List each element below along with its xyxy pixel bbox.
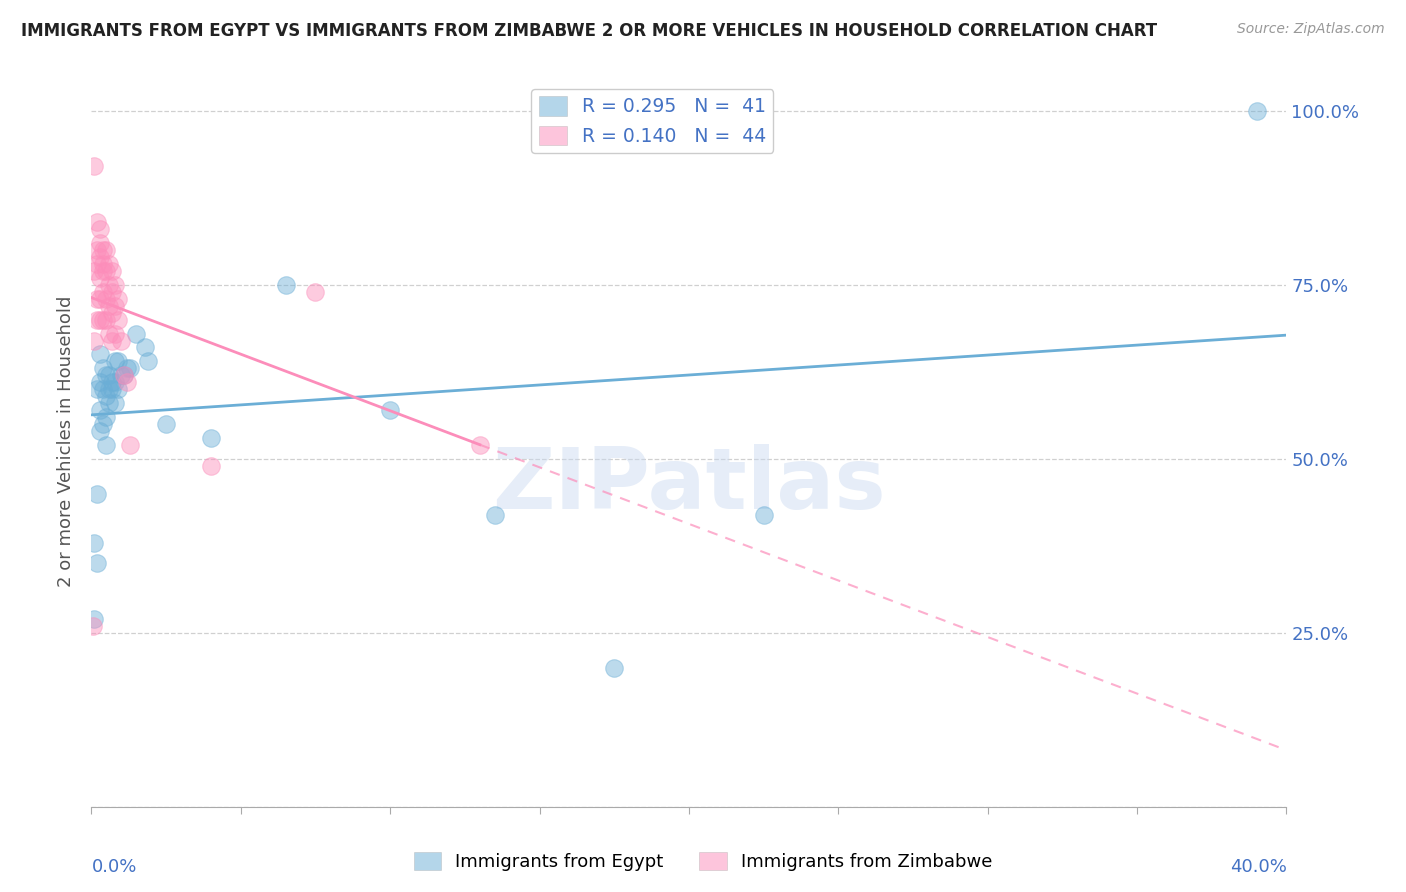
Point <box>107 354 129 368</box>
Point <box>96 312 118 326</box>
Point <box>155 417 177 431</box>
Point <box>96 389 118 403</box>
Point <box>86 557 108 571</box>
Point <box>89 403 111 417</box>
Point <box>83 612 105 626</box>
Point <box>89 235 111 250</box>
Point <box>98 257 121 271</box>
Point <box>93 361 115 376</box>
Point <box>96 264 118 278</box>
Point <box>83 264 105 278</box>
Point <box>86 257 108 271</box>
Point <box>93 417 115 431</box>
Point <box>107 292 129 306</box>
Point <box>89 292 111 306</box>
Point <box>120 438 142 452</box>
Point <box>89 250 111 264</box>
Point <box>98 277 121 292</box>
Point <box>200 431 222 445</box>
Point <box>104 376 127 390</box>
Point <box>104 326 127 341</box>
Point <box>89 270 111 285</box>
Point <box>96 410 118 425</box>
Point <box>98 368 121 383</box>
Point <box>89 222 111 236</box>
Text: Source: ZipAtlas.com: Source: ZipAtlas.com <box>1237 22 1385 37</box>
Point <box>96 368 118 383</box>
Point <box>101 382 124 396</box>
Point <box>101 306 124 320</box>
Point <box>125 326 148 341</box>
Point <box>96 243 118 257</box>
Point <box>1246 103 1268 118</box>
Point <box>115 361 138 376</box>
Point <box>93 243 115 257</box>
Point <box>98 382 121 396</box>
Text: IMMIGRANTS FROM EGYPT VS IMMIGRANTS FROM ZIMBABWE 2 OR MORE VEHICLES IN HOUSEHOL: IMMIGRANTS FROM EGYPT VS IMMIGRANTS FROM… <box>21 22 1157 40</box>
Point <box>136 354 159 368</box>
Point <box>380 403 402 417</box>
Point <box>104 277 127 292</box>
Point <box>200 458 222 473</box>
Point <box>96 438 118 452</box>
Point <box>86 292 108 306</box>
Point <box>86 382 108 396</box>
Point <box>101 285 124 299</box>
Point <box>101 376 124 390</box>
Point <box>83 334 105 348</box>
Point <box>82 619 104 633</box>
Point <box>93 312 115 326</box>
Point <box>101 334 124 348</box>
Point <box>93 264 115 278</box>
Point <box>93 382 115 396</box>
Point <box>83 160 105 174</box>
Point <box>603 661 626 675</box>
Point <box>98 326 121 341</box>
Point <box>83 535 105 549</box>
Legend: R = 0.295   N =  41, R = 0.140   N =  44: R = 0.295 N = 41, R = 0.140 N = 44 <box>531 89 773 153</box>
Point <box>104 354 127 368</box>
Point <box>93 257 115 271</box>
Point <box>110 334 132 348</box>
Point <box>86 487 108 501</box>
Point <box>304 285 326 299</box>
Point <box>468 438 491 452</box>
Point <box>134 341 156 355</box>
Point <box>112 368 135 383</box>
Point <box>98 299 121 313</box>
Point <box>89 376 111 390</box>
Point <box>752 508 775 522</box>
Point <box>104 299 127 313</box>
Legend: Immigrants from Egypt, Immigrants from Zimbabwe: Immigrants from Egypt, Immigrants from Z… <box>406 845 1000 879</box>
Point <box>89 424 111 438</box>
Point <box>86 215 108 229</box>
Point <box>98 396 121 410</box>
Point <box>115 376 138 390</box>
Point <box>484 508 506 522</box>
Point <box>104 396 127 410</box>
Point <box>86 243 108 257</box>
Point <box>89 312 111 326</box>
Point <box>107 312 129 326</box>
Point <box>93 285 115 299</box>
Text: ZIPatlas: ZIPatlas <box>492 444 886 527</box>
Point <box>120 361 142 376</box>
Text: 0.0%: 0.0% <box>91 858 136 877</box>
Text: 40.0%: 40.0% <box>1230 858 1286 877</box>
Point <box>274 277 297 292</box>
Y-axis label: 2 or more Vehicles in Household: 2 or more Vehicles in Household <box>58 296 76 587</box>
Point <box>89 347 111 361</box>
Point <box>107 382 129 396</box>
Point <box>86 312 108 326</box>
Point <box>112 368 135 383</box>
Point <box>110 368 132 383</box>
Point <box>101 264 124 278</box>
Point <box>96 292 118 306</box>
